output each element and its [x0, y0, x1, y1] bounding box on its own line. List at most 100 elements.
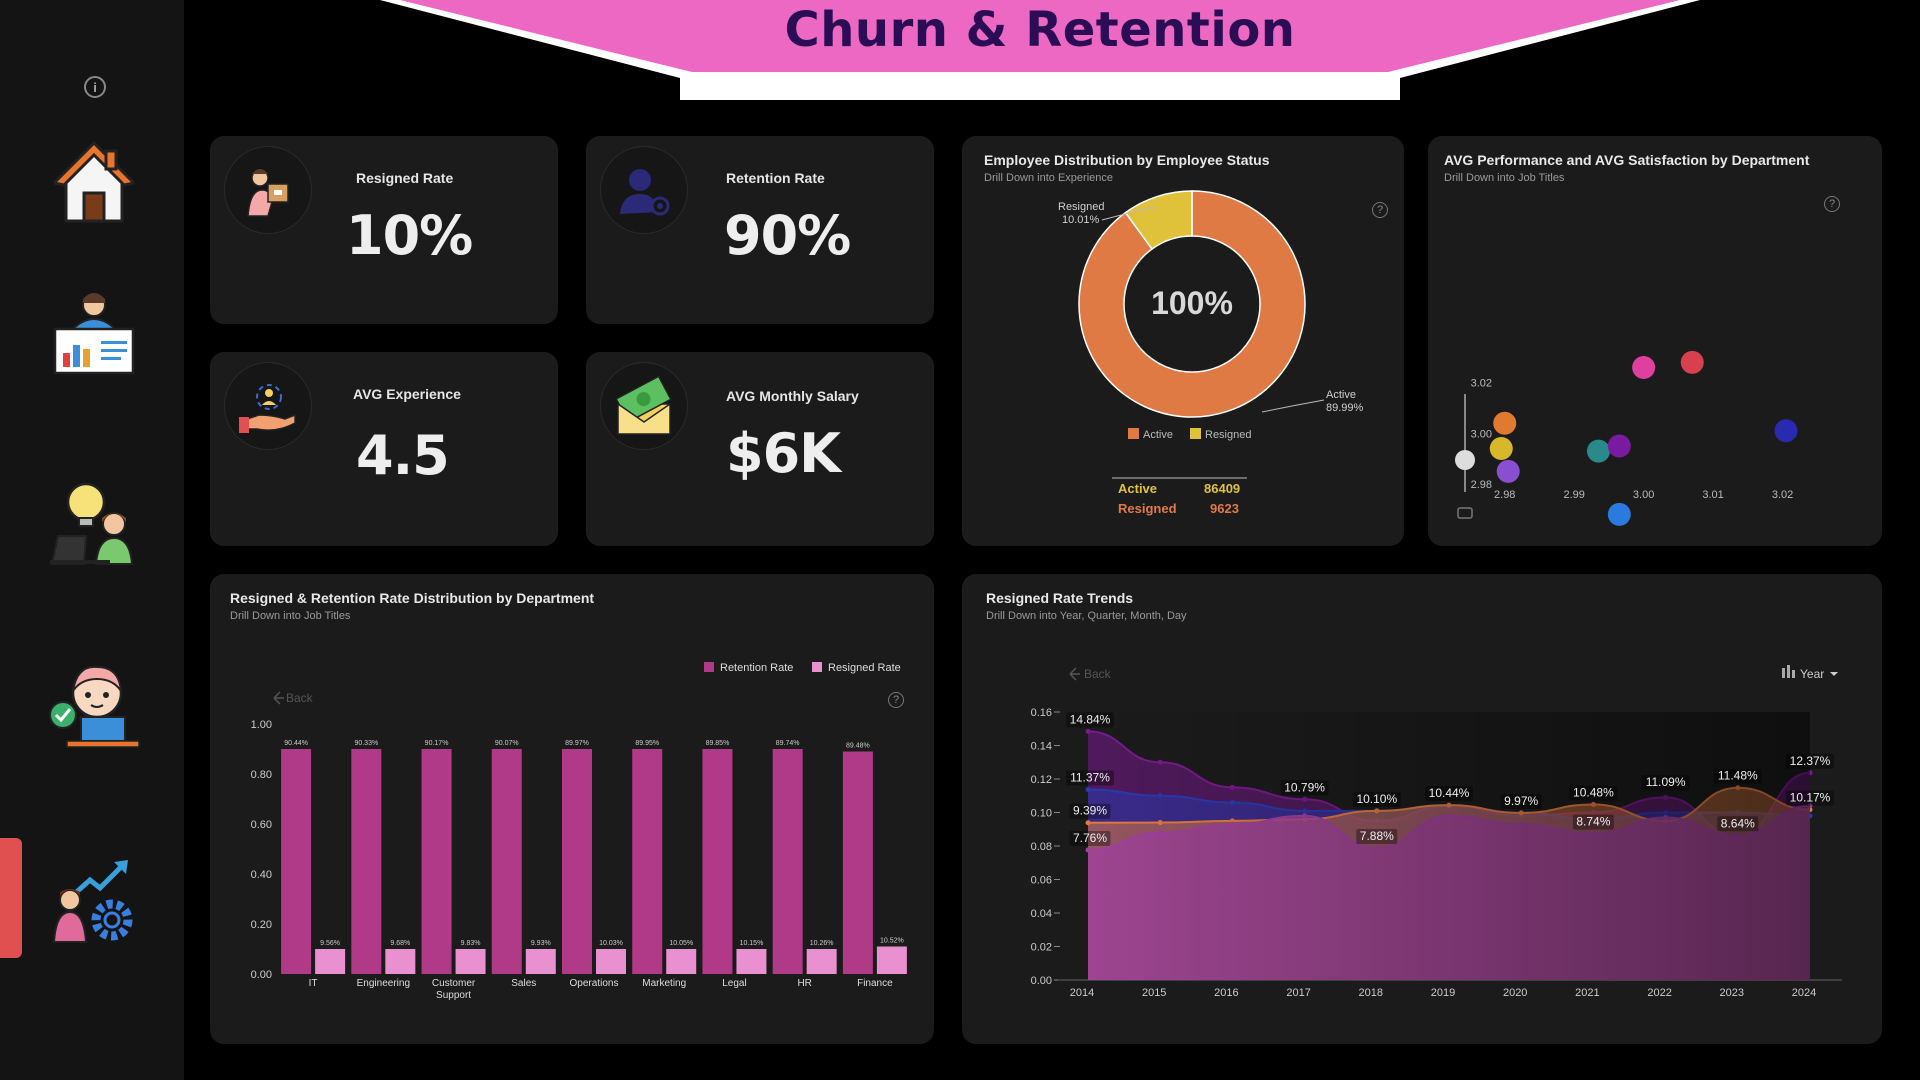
- card-subtitle: Drill Down into Job Titles: [230, 610, 351, 622]
- help-icon[interactable]: ?: [1372, 202, 1388, 218]
- trend-x-tick: 2015: [1142, 987, 1166, 999]
- donut-slice-resigned[interactable]: [1124, 190, 1193, 251]
- legend-resigned-label[interactable]: Resigned: [1205, 429, 1251, 441]
- trend-y-tick: 0.06: [1031, 875, 1052, 887]
- card-title: Resigned Rate Trends: [986, 590, 1134, 606]
- scatter-point[interactable]: [1586, 439, 1610, 463]
- scatter-point[interactable]: [1489, 437, 1513, 461]
- legend-retention-swatch: [704, 662, 714, 672]
- legend-retention-label[interactable]: Retention Rate: [720, 662, 793, 674]
- growth-gear-icon: [52, 860, 133, 943]
- scatter-y-tick: 3.00: [1471, 428, 1492, 440]
- bar-data-label: 9.93%: [531, 940, 551, 947]
- bar-retention[interactable]: [491, 749, 522, 974]
- trend-data-label: 8.74%: [1576, 815, 1610, 829]
- bar-y-tick: 0.80: [251, 769, 272, 781]
- bar-x-tick: Finance: [857, 978, 893, 989]
- help-icon[interactable]: ?: [888, 692, 904, 708]
- scatter-x-tick: 2.99: [1563, 489, 1584, 501]
- trend-label-bg: [1066, 712, 1114, 728]
- trend-data-label: 14.84%: [1070, 712, 1111, 726]
- nav-employee[interactable]: [46, 656, 142, 752]
- trend-data-label: 12.37%: [1790, 754, 1831, 768]
- trend-data-label: 11.48%: [1718, 769, 1758, 783]
- year-bar-icon: [1782, 668, 1785, 678]
- scatter-point[interactable]: [1774, 419, 1798, 443]
- scatter-chart[interactable]: 2.98 2.99 3.00 3.01 3.02 2.98 3.00 3.02: [1428, 136, 1882, 546]
- legend-active-label[interactable]: Active: [1143, 429, 1173, 441]
- bar-resigned[interactable]: [596, 949, 626, 974]
- scatter-point[interactable]: [1493, 411, 1517, 435]
- back-button[interactable]: Back: [1084, 667, 1112, 681]
- bar-retention[interactable]: [351, 749, 382, 974]
- bar-resigned[interactable]: [806, 949, 837, 974]
- bar-data-label: 9.83%: [461, 940, 481, 947]
- scatter-point[interactable]: [1607, 434, 1631, 458]
- bar-x-tick: Customer: [432, 978, 476, 989]
- donut-slice-active[interactable]: [1078, 190, 1306, 418]
- bar-x-tick: Legal: [722, 978, 746, 989]
- bar-resigned[interactable]: [315, 949, 346, 974]
- info-icon[interactable]: i: [84, 76, 106, 98]
- bar-retention[interactable]: [772, 749, 803, 974]
- trend-data-label: 7.88%: [1360, 829, 1394, 843]
- trend-label-bg: [1352, 791, 1401, 807]
- scatter-point[interactable]: [1680, 350, 1704, 374]
- trend-data-label: 7.76%: [1073, 831, 1107, 845]
- trend-y-tick: 0.12: [1031, 774, 1052, 786]
- bar-retention[interactable]: [842, 751, 873, 975]
- bar-resigned[interactable]: [876, 946, 907, 975]
- donut-chart[interactable]: 100% Resigned 10.01% Active 89.99% Activ…: [962, 136, 1404, 546]
- zoom-reset-icon[interactable]: [1457, 507, 1473, 519]
- year-bar-icon-part: [1787, 665, 1790, 678]
- legend-resigned-label[interactable]: Resigned Rate: [828, 662, 901, 674]
- bar-data-label: 9.68%: [390, 940, 410, 947]
- bar-data-label: 89.48%: [846, 743, 870, 750]
- help-icon[interactable]: ?: [1824, 196, 1840, 212]
- employee-laptop-icon: [49, 665, 140, 748]
- trend-label-bg: [1069, 803, 1111, 819]
- bar-retention[interactable]: [562, 749, 592, 974]
- bar-retention[interactable]: [281, 749, 312, 974]
- resigned-callout-pct: 10.01%: [1062, 214, 1100, 226]
- bar-data-label: 10.03%: [599, 940, 623, 947]
- bar-x-tick: Operations: [570, 978, 619, 989]
- bar-resigned[interactable]: [455, 949, 486, 974]
- back-button[interactable]: Back: [286, 691, 314, 705]
- bar-x-tick: Sales: [511, 978, 536, 989]
- bar-retention[interactable]: [702, 749, 733, 974]
- bar-x-tick: HR: [797, 978, 811, 989]
- card-subtitle: Drill Down into Year, Quarter, Month, Da…: [986, 610, 1187, 622]
- legend-resigned-swatch: [812, 662, 822, 672]
- bar-data-label: 89.74%: [776, 740, 800, 747]
- table-active-value: 86409: [1204, 481, 1240, 496]
- bar-retention[interactable]: [632, 749, 663, 974]
- trend-x-tick: 2024: [1792, 987, 1816, 999]
- nav-dashboard[interactable]: [46, 284, 142, 380]
- bar-resigned[interactable]: [736, 949, 767, 974]
- active-callout-pct: 89.99%: [1326, 402, 1364, 414]
- year-dropdown[interactable]: Year: [1800, 667, 1824, 681]
- page-title: Churn & Retention: [784, 2, 1296, 58]
- bar-resigned[interactable]: [385, 949, 416, 974]
- bar-chart[interactable]: Retention Rate Resigned Rate Back 0.00 0.…: [210, 574, 934, 1044]
- area-chart[interactable]: Back Year 0.00 0.02 0.04 0.06 0.08 0.10 0.12 0.…: [962, 574, 1882, 1044]
- scatter-point[interactable]: [1496, 459, 1520, 483]
- trend-x-tick: 2016: [1214, 987, 1238, 999]
- nav-home[interactable]: [46, 136, 142, 232]
- trend-x-tick: 2020: [1503, 987, 1527, 999]
- bar-retention[interactable]: [421, 749, 452, 974]
- trend-data-label: 10.17%: [1790, 791, 1831, 805]
- kpi-label: Resigned Rate: [356, 170, 454, 186]
- trend-x-tick: 2021: [1575, 987, 1599, 999]
- kpi-value: 4.5: [356, 424, 450, 487]
- nav-growth[interactable]: [46, 850, 142, 946]
- legend-active-swatch: [1128, 428, 1139, 439]
- bar-resigned[interactable]: [525, 949, 556, 974]
- zoom-slider-handle[interactable]: [1455, 450, 1475, 470]
- scatter-point[interactable]: [1607, 502, 1631, 526]
- scatter-point[interactable]: [1632, 355, 1656, 379]
- bar-resigned[interactable]: [666, 949, 697, 974]
- nav-ideas[interactable]: [46, 472, 142, 568]
- kpi-label: Retention Rate: [726, 170, 825, 186]
